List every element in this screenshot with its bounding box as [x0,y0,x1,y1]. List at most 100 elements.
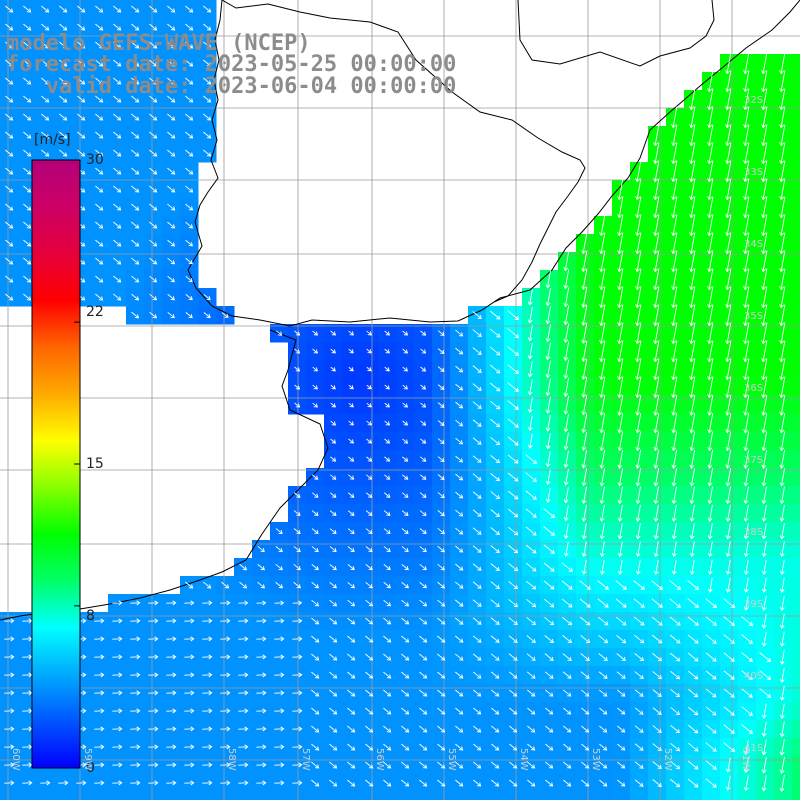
wind-arrow [76,780,87,786]
wind-arrow [292,762,303,768]
wind-arrow [527,761,536,769]
wind-speed-cell [792,756,800,775]
wind-arrow [23,95,32,103]
wind-arrow [653,413,660,434]
wind-speed-cell [216,792,235,800]
wind-arrow [401,671,410,679]
wind-arrow [257,545,265,553]
wind-arrow [526,671,536,679]
wind-arrow [617,486,623,505]
wind-arrow [617,431,624,452]
wind-arrow [671,541,677,558]
wind-arrow [743,106,750,129]
wind-arrow [41,149,50,157]
wind-arrow [599,340,606,363]
wind-arrow [743,304,750,327]
wind-arrow [330,384,336,390]
wind-arrow [384,348,390,354]
wind-arrow [581,761,590,769]
wind-arrow [23,59,32,67]
wind-arrow [545,396,551,414]
wind-arrow [743,431,750,452]
wind-arrow [23,5,32,13]
wind-arrow [348,384,354,390]
wind-arrow [130,726,141,732]
wind-arrow [149,167,158,175]
wind-arrow [274,636,285,642]
wind-arrow [544,635,554,644]
wind-arrow [635,358,642,381]
wind-arrow [617,743,626,751]
wind-arrow [473,761,482,769]
wind-arrow [77,95,86,103]
wind-arrow [671,304,678,327]
wind-arrow [725,413,732,434]
wind-arrow [490,527,500,536]
wind-arrow [689,486,695,505]
wind-arrow [563,305,570,326]
longitude-label: 59W [82,748,93,771]
wind-arrow [653,431,660,452]
wind-arrow [220,672,231,678]
wind-arrow [348,456,355,462]
wind-arrow [779,70,786,93]
wind-arrow [402,384,408,390]
wind-arrow [617,196,624,219]
wind-speed-cell [198,792,217,800]
wind-arrow [329,689,338,697]
wind-arrow [507,472,519,482]
wind-arrow [256,762,267,768]
wind-arrow [256,708,267,714]
wind-arrow [5,149,14,157]
wind-arrow [365,564,373,571]
wind-arrow [472,545,482,553]
wind-arrow [113,41,122,49]
wind-arrow [545,433,551,450]
wind-arrow [743,577,749,593]
wind-arrow [437,653,446,661]
wind-speed-cell [792,540,800,559]
wind-arrow [365,761,374,769]
wind-arrow [167,239,176,247]
longitude-label: 53W [590,748,601,771]
wind-arrow [562,653,572,661]
wind-arrow [743,358,750,381]
wind-arrow [113,59,122,67]
wind-arrow [689,214,696,237]
wind-arrow [707,160,714,183]
wind-speed-cell [540,792,559,800]
wind-arrow [563,287,570,308]
wind-arrow [184,654,195,660]
wind-arrow [77,77,86,85]
wind-arrow [687,598,699,608]
wind-speed-cell [792,702,800,721]
wind-arrow [202,618,213,624]
wind-arrow [221,581,230,589]
wind-arrow [707,142,714,165]
wind-arrow [220,708,231,714]
wind-arrow [707,376,714,399]
wind-arrow [507,310,520,320]
wind-arrow [490,599,500,607]
wind-arrow [526,598,537,608]
wind-arrow [185,113,194,121]
wind-arrow [437,581,446,589]
wind-arrow [635,468,642,487]
wind-arrow [761,523,767,540]
wind-arrow [615,598,627,608]
wind-arrow [653,541,659,558]
wind-arrow [688,688,699,698]
wind-arrow [725,577,731,593]
wind-arrow [419,581,427,589]
wind-speed-cell [666,792,685,800]
wind-arrow [490,473,501,482]
wind-arrow [77,41,86,49]
wind-arrow [779,756,785,774]
wind-arrow [725,340,732,363]
wind-arrow [131,5,140,13]
wind-arrow [454,581,464,589]
wind-arrow [491,743,500,751]
wind-arrow [94,780,105,786]
wind-arrow [509,743,518,751]
